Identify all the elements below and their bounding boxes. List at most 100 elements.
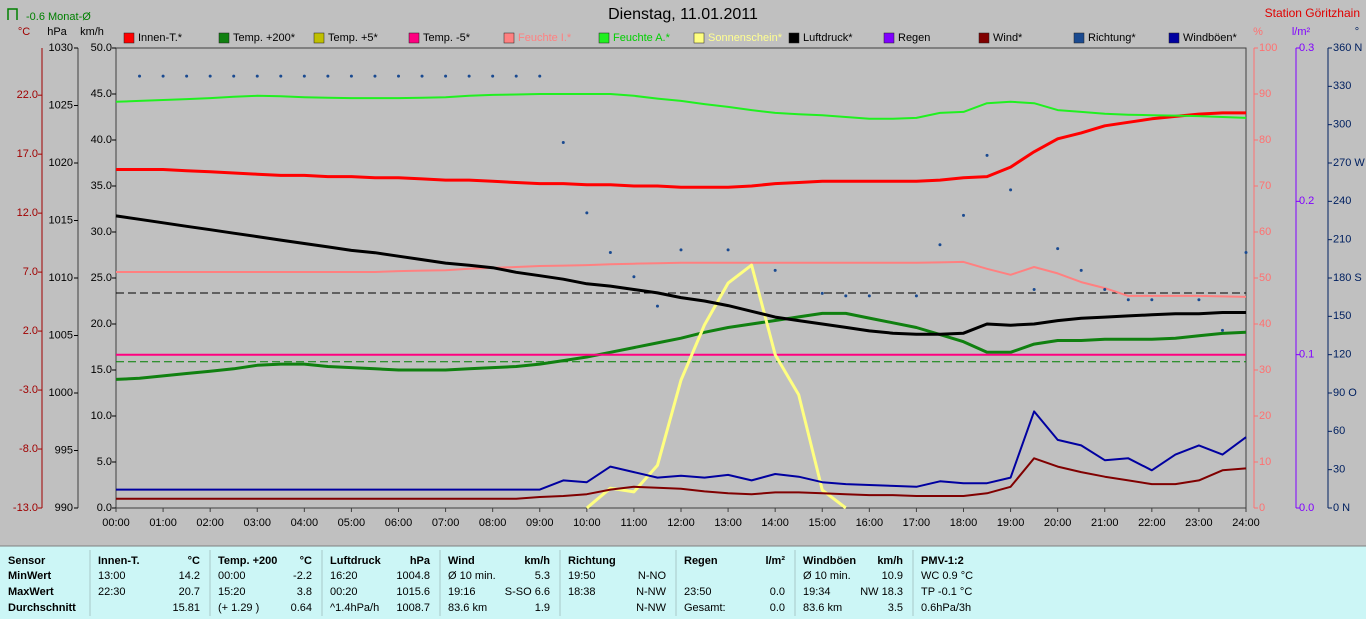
y-tick-label: 60 bbox=[1259, 226, 1271, 238]
y-tick-label: 90 bbox=[1259, 88, 1271, 100]
direction-point bbox=[514, 74, 518, 78]
legend-swatch bbox=[978, 32, 990, 44]
series-line bbox=[115, 93, 1247, 120]
y-tick-label: 0 N bbox=[1333, 502, 1350, 514]
y-tick-label: 30 bbox=[1333, 464, 1345, 476]
direction-point bbox=[326, 74, 330, 78]
x-tick-label: 07:00 bbox=[432, 517, 460, 529]
stat-cell: 1004.8 bbox=[396, 570, 430, 582]
y-tick-label: 50.0 bbox=[91, 42, 112, 54]
column-header: Innen-T. bbox=[98, 555, 140, 567]
stat-cell: S-SO 6.6 bbox=[505, 586, 550, 598]
legend-label: Windböen* bbox=[1183, 32, 1238, 44]
direction-point bbox=[985, 153, 989, 157]
y-tick-label: 17.0 bbox=[17, 148, 38, 160]
axis-unit: l/m² bbox=[1292, 26, 1311, 38]
stat-cell: N-NW bbox=[636, 602, 667, 614]
legend-label: Feuchte A.* bbox=[613, 32, 671, 44]
direction-point bbox=[420, 74, 424, 78]
y-tick-label: 0.0 bbox=[97, 502, 112, 514]
direction-point bbox=[608, 250, 612, 254]
y-tick-label: 270 W bbox=[1333, 157, 1365, 169]
x-tick-label: 15:00 bbox=[808, 517, 836, 529]
axis-unit: ° bbox=[1355, 26, 1359, 38]
y-tick-label: 120 bbox=[1333, 349, 1351, 361]
stat-cell: 15.81 bbox=[172, 602, 200, 614]
stat-cell: -2.2 bbox=[293, 570, 312, 582]
direction-point bbox=[1126, 298, 1130, 302]
stat-cell: 1008.7 bbox=[396, 602, 430, 614]
legend-label: Innen-T.* bbox=[138, 32, 183, 44]
x-tick-label: 03:00 bbox=[243, 517, 271, 529]
x-tick-label: 11:00 bbox=[621, 517, 648, 529]
legend-icon bbox=[7, 8, 18, 20]
stat-cell: N-NO bbox=[638, 570, 667, 582]
y-tick-label: 45.0 bbox=[91, 88, 112, 100]
direction-point bbox=[655, 304, 659, 308]
column-unit: km/h bbox=[877, 555, 903, 567]
row-label: Durchschnitt bbox=[8, 602, 76, 614]
y-tick-label: 40 bbox=[1259, 318, 1271, 330]
y-tick-label: 15.0 bbox=[91, 364, 112, 376]
y-tick-label: 1015 bbox=[49, 214, 73, 226]
y-tick-label: 1020 bbox=[49, 157, 73, 169]
chart-title: Dienstag, 11.01.2011 bbox=[608, 6, 758, 23]
stat-cell: 83.6 km bbox=[803, 602, 842, 614]
x-tick-label: 24:00 bbox=[1232, 517, 1260, 529]
y-tick-label: 0.0 bbox=[1299, 502, 1314, 514]
direction-point bbox=[1220, 328, 1224, 332]
x-tick-label: 08:00 bbox=[479, 517, 507, 529]
x-tick-label: 01:00 bbox=[149, 517, 177, 529]
y-tick-label: -3.0 bbox=[19, 384, 38, 396]
direction-point bbox=[1079, 268, 1083, 272]
y-tick-label: 0 bbox=[1259, 502, 1265, 514]
stat-cell: Gesamt: bbox=[684, 602, 726, 614]
x-tick-label: 19:00 bbox=[997, 517, 1025, 529]
stat-cell: Ø 10 min. bbox=[448, 570, 496, 582]
stat-cell: N-NW bbox=[636, 586, 667, 598]
stat-cell: (+ 1.29 ) bbox=[218, 602, 259, 614]
column-unit: l/m² bbox=[765, 555, 785, 567]
y-tick-label: 1025 bbox=[49, 99, 73, 111]
stat-cell: 0.0 bbox=[770, 586, 785, 598]
y-tick-label: 40.0 bbox=[91, 134, 112, 146]
stat-cell: ^1.4hPa/h bbox=[330, 602, 379, 614]
y-tick-label: 22.0 bbox=[17, 89, 38, 101]
direction-point bbox=[844, 294, 848, 298]
x-tick-label: 13:00 bbox=[714, 517, 742, 529]
x-tick-label: 04:00 bbox=[291, 517, 319, 529]
y-tick-label: 20.0 bbox=[91, 318, 112, 330]
direction-point bbox=[914, 294, 918, 298]
axis-unit: % bbox=[1253, 26, 1263, 38]
legend-swatch bbox=[1073, 32, 1085, 44]
stat-cell: 00:00 bbox=[218, 570, 246, 582]
y-tick-label: 330 bbox=[1333, 80, 1351, 92]
y-tick-label: 300 bbox=[1333, 119, 1351, 131]
stat-cell: 13:00 bbox=[98, 570, 126, 582]
stat-cell: NW 18.3 bbox=[860, 586, 903, 598]
stat-cell: 5.3 bbox=[535, 570, 550, 582]
y-tick-label: 12.0 bbox=[17, 207, 38, 219]
stat-cell: 19:16 bbox=[448, 586, 476, 598]
x-tick-label: 06:00 bbox=[385, 517, 413, 529]
direction-point bbox=[1197, 298, 1201, 302]
stat-cell: WC 0.9 °C bbox=[921, 570, 973, 582]
direction-point bbox=[1032, 288, 1036, 291]
direction-point bbox=[255, 74, 259, 78]
axis-unit: hPa bbox=[47, 26, 67, 38]
column-unit: °C bbox=[300, 555, 312, 567]
legend-label: Feuchte I.* bbox=[518, 32, 572, 44]
y-tick-label: 60 bbox=[1333, 425, 1345, 437]
stat-cell: 15:20 bbox=[218, 586, 246, 598]
stat-cell: 0.6hPa/3h bbox=[921, 602, 971, 614]
column-unit: km/h bbox=[524, 555, 550, 567]
y-tick-label: 0.2 bbox=[1299, 195, 1314, 207]
direction-point bbox=[185, 74, 189, 78]
column-header: Temp. +200 bbox=[218, 555, 277, 567]
y-tick-label: 30 bbox=[1259, 364, 1271, 376]
y-tick-label: 10.0 bbox=[91, 410, 112, 422]
x-tick-label: 16:00 bbox=[856, 517, 884, 529]
x-tick-label: 17:00 bbox=[903, 517, 931, 529]
legend-swatch bbox=[788, 32, 800, 44]
direction-point bbox=[302, 74, 306, 78]
